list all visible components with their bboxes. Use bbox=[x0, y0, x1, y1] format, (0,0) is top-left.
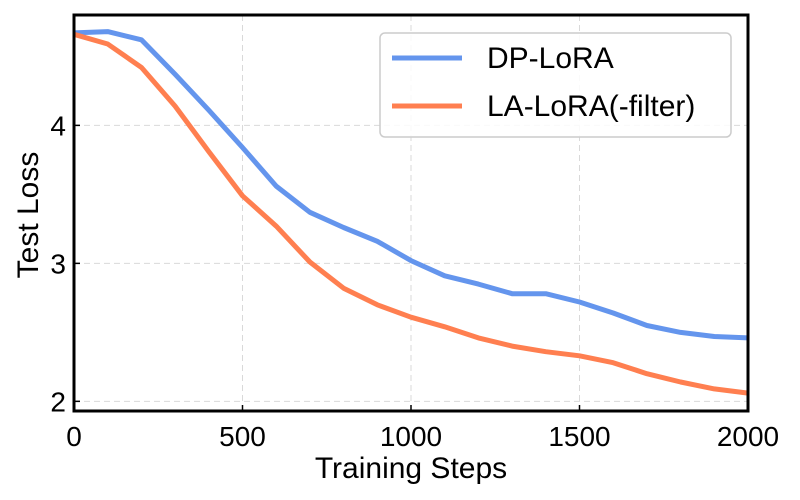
legend-label-dp-lora: DP-LoRA bbox=[487, 42, 614, 75]
x-tick-label: 1000 bbox=[380, 421, 442, 452]
legend: DP-LoRA LA-LoRA(-filter) bbox=[379, 32, 732, 138]
y-tick-label: 2 bbox=[50, 386, 66, 417]
x-axis-label: Training Steps bbox=[315, 452, 507, 485]
legend-label-la-lora: LA-LoRA(-filter) bbox=[487, 90, 695, 123]
y-tick-label: 3 bbox=[50, 248, 66, 279]
y-axis-label: Test Loss bbox=[12, 152, 45, 279]
x-tick-label: 2000 bbox=[717, 421, 779, 452]
x-tick-label: 0 bbox=[66, 421, 82, 452]
series-line-0 bbox=[73, 29, 749, 341]
legend-box bbox=[379, 32, 732, 138]
x-tick-label: 1500 bbox=[548, 421, 610, 452]
x-tick-label: 500 bbox=[219, 421, 266, 452]
series-lines bbox=[73, 29, 749, 396]
axis-ticks: 0 500 1000 1500 2000 2 3 4 bbox=[50, 110, 779, 452]
y-tick-label: 4 bbox=[50, 110, 66, 141]
series-line-1 bbox=[73, 31, 749, 396]
